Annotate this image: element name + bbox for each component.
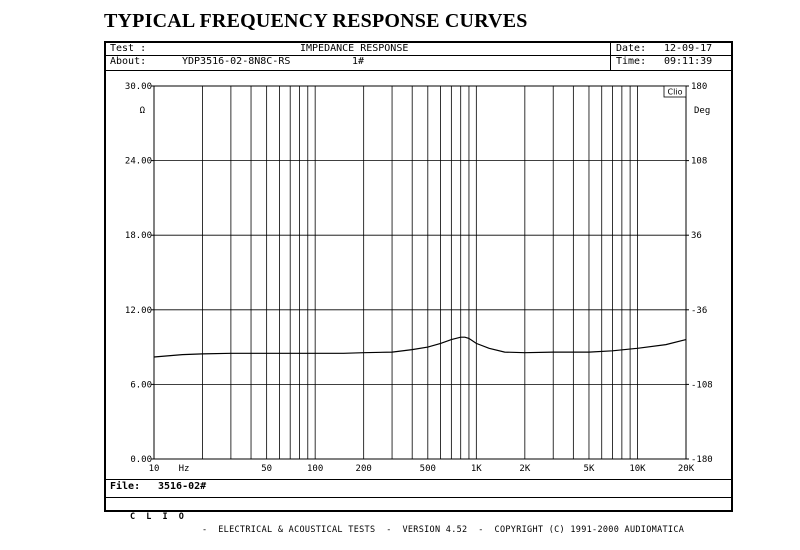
y2-tick-label: -36 bbox=[691, 306, 707, 316]
y2-tick-label: -180 bbox=[691, 455, 713, 465]
y2-axis-unit: Deg bbox=[694, 106, 710, 116]
x-tick-label: 500 bbox=[420, 464, 436, 474]
about-tag: 1# bbox=[352, 56, 365, 67]
y2-tick-label: 36 bbox=[691, 231, 702, 241]
x-tick-label: 2K bbox=[519, 464, 530, 474]
footer-banner: C L I O - ELECTRICAL & ACOUSTICAL TESTS … bbox=[106, 497, 731, 535]
y-tick-label: 6.00 bbox=[130, 380, 152, 390]
corner-label-box bbox=[663, 85, 687, 98]
file-line: File: 3516-02# bbox=[106, 479, 731, 494]
page-title: TYPICAL FREQUENCY RESPONSE CURVES bbox=[104, 10, 528, 32]
about-label: About: bbox=[110, 56, 147, 67]
y-axis-unit: Ω bbox=[140, 106, 146, 116]
file-value: 3516-02# bbox=[158, 481, 207, 492]
y-tick-label: 12.00 bbox=[125, 306, 152, 316]
x-tick-label: 20K bbox=[678, 464, 695, 474]
time-value: 09:11:39 bbox=[664, 56, 713, 67]
y2-tick-label: 108 bbox=[691, 157, 707, 167]
time-label: Time: bbox=[616, 56, 647, 67]
y-tick-label: 0.00 bbox=[130, 455, 152, 465]
impedance-chart: 0.00 6.00 12.00 18.00 24.00 30.00 Ω -180 -108 -36… bbox=[125, 82, 713, 474]
y-tick-label: 30.00 bbox=[125, 82, 152, 92]
y2-tick-label: -108 bbox=[691, 380, 713, 390]
impedance-curve bbox=[153, 336, 687, 358]
y-tick-label: 24.00 bbox=[125, 157, 152, 167]
date-value: 12-09-17 bbox=[664, 43, 713, 54]
date-label: Date: bbox=[616, 43, 647, 54]
x-tick-label: 100 bbox=[307, 464, 323, 474]
x-tick-label: 10K bbox=[629, 464, 646, 474]
y2-tick-label: 180 bbox=[691, 82, 707, 92]
analyzer-frame: Test : IMPEDANCE RESPONSE About: YDP3516… bbox=[104, 41, 733, 535]
footer-text: - ELECTRICAL & ACOUSTICAL TESTS - VERSIO… bbox=[202, 525, 685, 535]
x-tick-label: 1K bbox=[471, 464, 482, 474]
about-value: YDP3516-02-8N8C-RS bbox=[182, 56, 291, 67]
plot-area bbox=[153, 85, 687, 460]
corner-label: Clio bbox=[668, 88, 683, 97]
header-panel: Test : IMPEDANCE RESPONSE About: YDP3516… bbox=[106, 43, 731, 71]
file-label: File: bbox=[110, 481, 141, 492]
x-tick-label: 50 bbox=[261, 464, 272, 474]
chart-title: IMPEDANCE RESPONSE bbox=[300, 43, 409, 54]
footer-brand: C L I O bbox=[130, 512, 187, 522]
test-label: Test : bbox=[110, 43, 147, 54]
x-axis-unit: Hz bbox=[179, 464, 190, 474]
y-tick-label: 18.00 bbox=[125, 231, 152, 241]
x-tick-label: 5K bbox=[584, 464, 595, 474]
x-tick-label: 200 bbox=[356, 464, 372, 474]
x-tick-label: 10 bbox=[149, 464, 160, 474]
